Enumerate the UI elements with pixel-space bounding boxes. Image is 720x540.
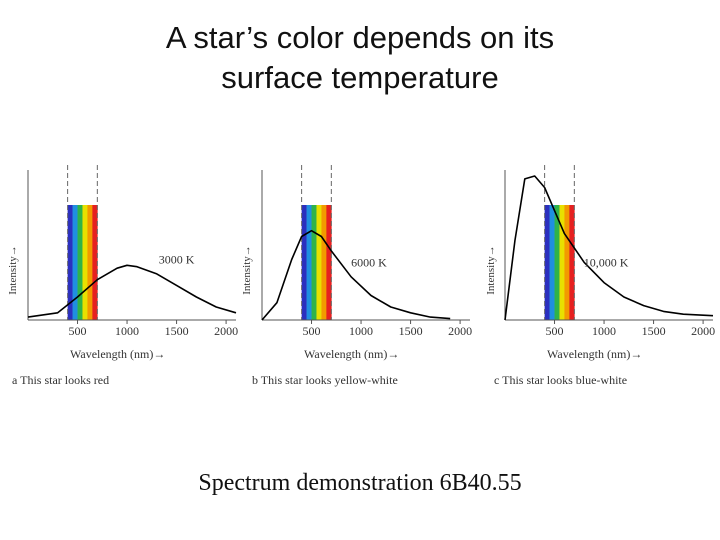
temperature-label: 3000 K	[159, 253, 195, 267]
spectrum-stripe	[77, 205, 83, 320]
spectrum-stripe	[306, 205, 312, 320]
spectrum-stripe	[559, 205, 565, 320]
y-axis-title: Intensity→	[485, 245, 497, 295]
slide-caption: Spectrum demonstration 6B40.55	[198, 470, 522, 496]
x-tick-label: 2000	[448, 324, 472, 338]
spectrum-stripe	[564, 205, 570, 320]
slide-title-line1: A star’s color depends on its	[165, 20, 555, 55]
temperature-label: 6000 K	[351, 255, 387, 269]
spectrum-stripe	[82, 205, 88, 320]
x-tick-label: 1000	[115, 324, 139, 338]
spectrum-stripe	[316, 205, 322, 320]
chart-panel-3: 500 1000 1500 2000 10,000 K Wavelength (nm)→ I…	[485, 165, 715, 387]
x-tick-label: 1000	[592, 324, 616, 338]
x-tick-label: 1500	[165, 324, 189, 338]
chart-panel-1: 500 1000 1500 2000 3000 K Wavelength (nm)→ Int…	[7, 165, 238, 387]
y-axis-title: Intensity→	[241, 245, 253, 295]
spectrum-stripe	[92, 205, 98, 320]
x-tick-label: 1000	[349, 324, 373, 338]
x-axis-title: Wavelength (nm)→	[70, 347, 165, 361]
spectrum-stripe	[321, 205, 327, 320]
panel-caption: c This star looks blue-white	[494, 373, 627, 387]
blackbody-charts: 500 1000 1500 2000 3000 K Wavelength (nm)→ Int…	[7, 165, 715, 387]
spectrum-curve	[261, 229, 451, 321]
spectrum-stripe	[311, 205, 317, 320]
x-tick-label: 2000	[691, 324, 715, 338]
spectrum-stripe	[87, 205, 93, 320]
slide-title-line2: surface temperature	[221, 60, 499, 95]
spectrum-stripe	[569, 205, 575, 320]
x-tick-label: 1500	[642, 324, 666, 338]
x-tick-label: 500	[69, 324, 87, 338]
x-axis-title: Wavelength (nm)→	[304, 347, 399, 361]
spectrum-stripe	[544, 205, 550, 320]
slide-title: A star’s color depends on its surface te…	[0, 18, 720, 98]
x-tick-label: 2000	[214, 324, 238, 338]
spectrum-stripe	[67, 205, 73, 320]
y-axis-title: Intensity→	[7, 245, 19, 295]
panel-caption: b This star looks yellow-white	[252, 373, 398, 387]
panel-caption: a This star looks red	[12, 373, 109, 387]
spectrum-stripe	[301, 205, 307, 320]
x-tick-label: 500	[546, 324, 564, 338]
spectrum-stripe	[554, 205, 560, 320]
chart-panel-2: 500 1000 1500 2000 6000 K Wavelength (nm)→ Int…	[241, 165, 472, 387]
spectrum-curve	[504, 175, 714, 321]
spectrum-curve	[27, 264, 237, 318]
x-tick-label: 500	[303, 324, 321, 338]
spectrum-stripe	[72, 205, 78, 320]
spectrum-stripe	[549, 205, 555, 320]
temperature-label: 10,000 K	[584, 255, 629, 269]
x-tick-label: 1500	[399, 324, 423, 338]
spectrum-stripe	[326, 205, 332, 320]
x-axis-title: Wavelength (nm)→	[547, 347, 642, 361]
